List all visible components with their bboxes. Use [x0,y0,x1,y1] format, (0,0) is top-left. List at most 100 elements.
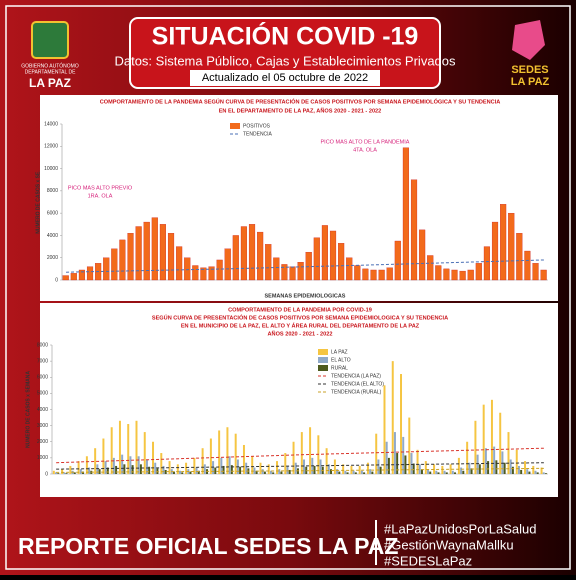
bar [459,270,466,281]
bar [292,441,295,474]
bar [412,463,415,474]
bar [476,454,479,474]
bar [201,448,204,474]
legend-label: TENDENCIA [243,131,273,137]
bar [354,472,357,474]
bar [462,470,465,474]
annotation: 4TA. OLA [353,147,377,153]
bar [286,465,289,474]
right-logo-shape [512,20,545,60]
legend-swatch [318,349,328,355]
annotation: PICO MAS ALTO DE LA PANDEMIA [321,139,410,145]
bar [214,467,217,474]
bar [454,472,457,474]
bar [300,432,303,474]
bar [127,424,130,474]
bar [265,244,272,281]
bar [251,456,254,474]
bar [363,472,366,474]
bar [218,430,221,474]
bar [333,459,336,474]
bar [176,464,179,474]
bar [203,464,206,474]
bar [327,464,330,474]
bar [267,464,270,474]
bar [443,268,450,281]
bar [269,470,272,474]
bar [491,221,499,281]
trend-line [66,259,544,273]
y-tick-label: 5000 [37,391,48,397]
chart-title: COMPORTAMIENTO DE LA PANDEMIA POR COVID-… [228,307,372,313]
bar [240,226,247,281]
bar [515,449,518,474]
bar [230,465,233,474]
bar [280,471,283,474]
bar [416,449,419,474]
bar [184,257,191,281]
bar [63,472,66,474]
bar [111,248,118,281]
legend-swatch [318,365,328,371]
header-subtitle: Datos: Sistema Público, Cajas y Establec… [114,53,456,68]
bar [195,467,198,474]
bar [119,239,126,281]
bar [354,265,361,281]
bar [490,399,493,474]
bar [495,460,498,474]
bar [437,472,440,474]
hashtag: #LaPazUnidosPorLaSalud [384,521,537,536]
y-tick-label: 12000 [44,144,58,150]
legend-label: TENDENCIA (EL ALTO) [331,381,384,387]
bar [239,466,242,474]
y-tick-label: 1000 [37,455,48,461]
legend-label: TENDENCIA (LA PAZ) [331,373,381,379]
bar [435,265,442,281]
bar [272,472,275,474]
y-tick-label: 0 [55,277,58,283]
bar [534,470,537,474]
bar [200,267,207,281]
bar [499,412,502,474]
bar [129,456,132,474]
bar [139,464,142,474]
bar [418,464,421,474]
bar [394,240,401,281]
bar [366,462,369,474]
bar [232,235,239,281]
bar [110,427,113,474]
bar [487,461,490,474]
bar [420,469,423,474]
bar [378,269,385,281]
bar [474,420,477,474]
hashtag: #SEDESLaPaz [384,553,472,568]
bar [385,441,388,474]
bar [467,269,474,281]
legend-swatch [318,357,328,363]
bar [457,457,460,474]
bar [181,472,184,474]
bar [52,470,55,474]
bar [121,454,124,474]
bar [352,470,355,474]
left-logo-text: GOBIERNO AUTÓNOMO [21,62,79,69]
legend-label: POSITIVOS [243,123,271,129]
bar [319,459,322,474]
bar [482,404,485,474]
bar [193,457,196,474]
bar [79,469,82,474]
bar [159,224,166,281]
bar [156,468,159,474]
bar [118,420,121,474]
bar [123,464,126,474]
chart-title: EN EL DEPARTAMENTO DE LA PAZ, AÑOS 2020 … [219,107,382,114]
bar [393,432,396,474]
bar [313,237,320,281]
y-tick-label: 7000 [37,358,48,364]
bar [540,467,543,474]
bar [325,448,328,474]
header-title: SITUACIÓN COVID -19 [152,21,419,51]
bar [289,266,296,281]
bar [404,455,407,474]
